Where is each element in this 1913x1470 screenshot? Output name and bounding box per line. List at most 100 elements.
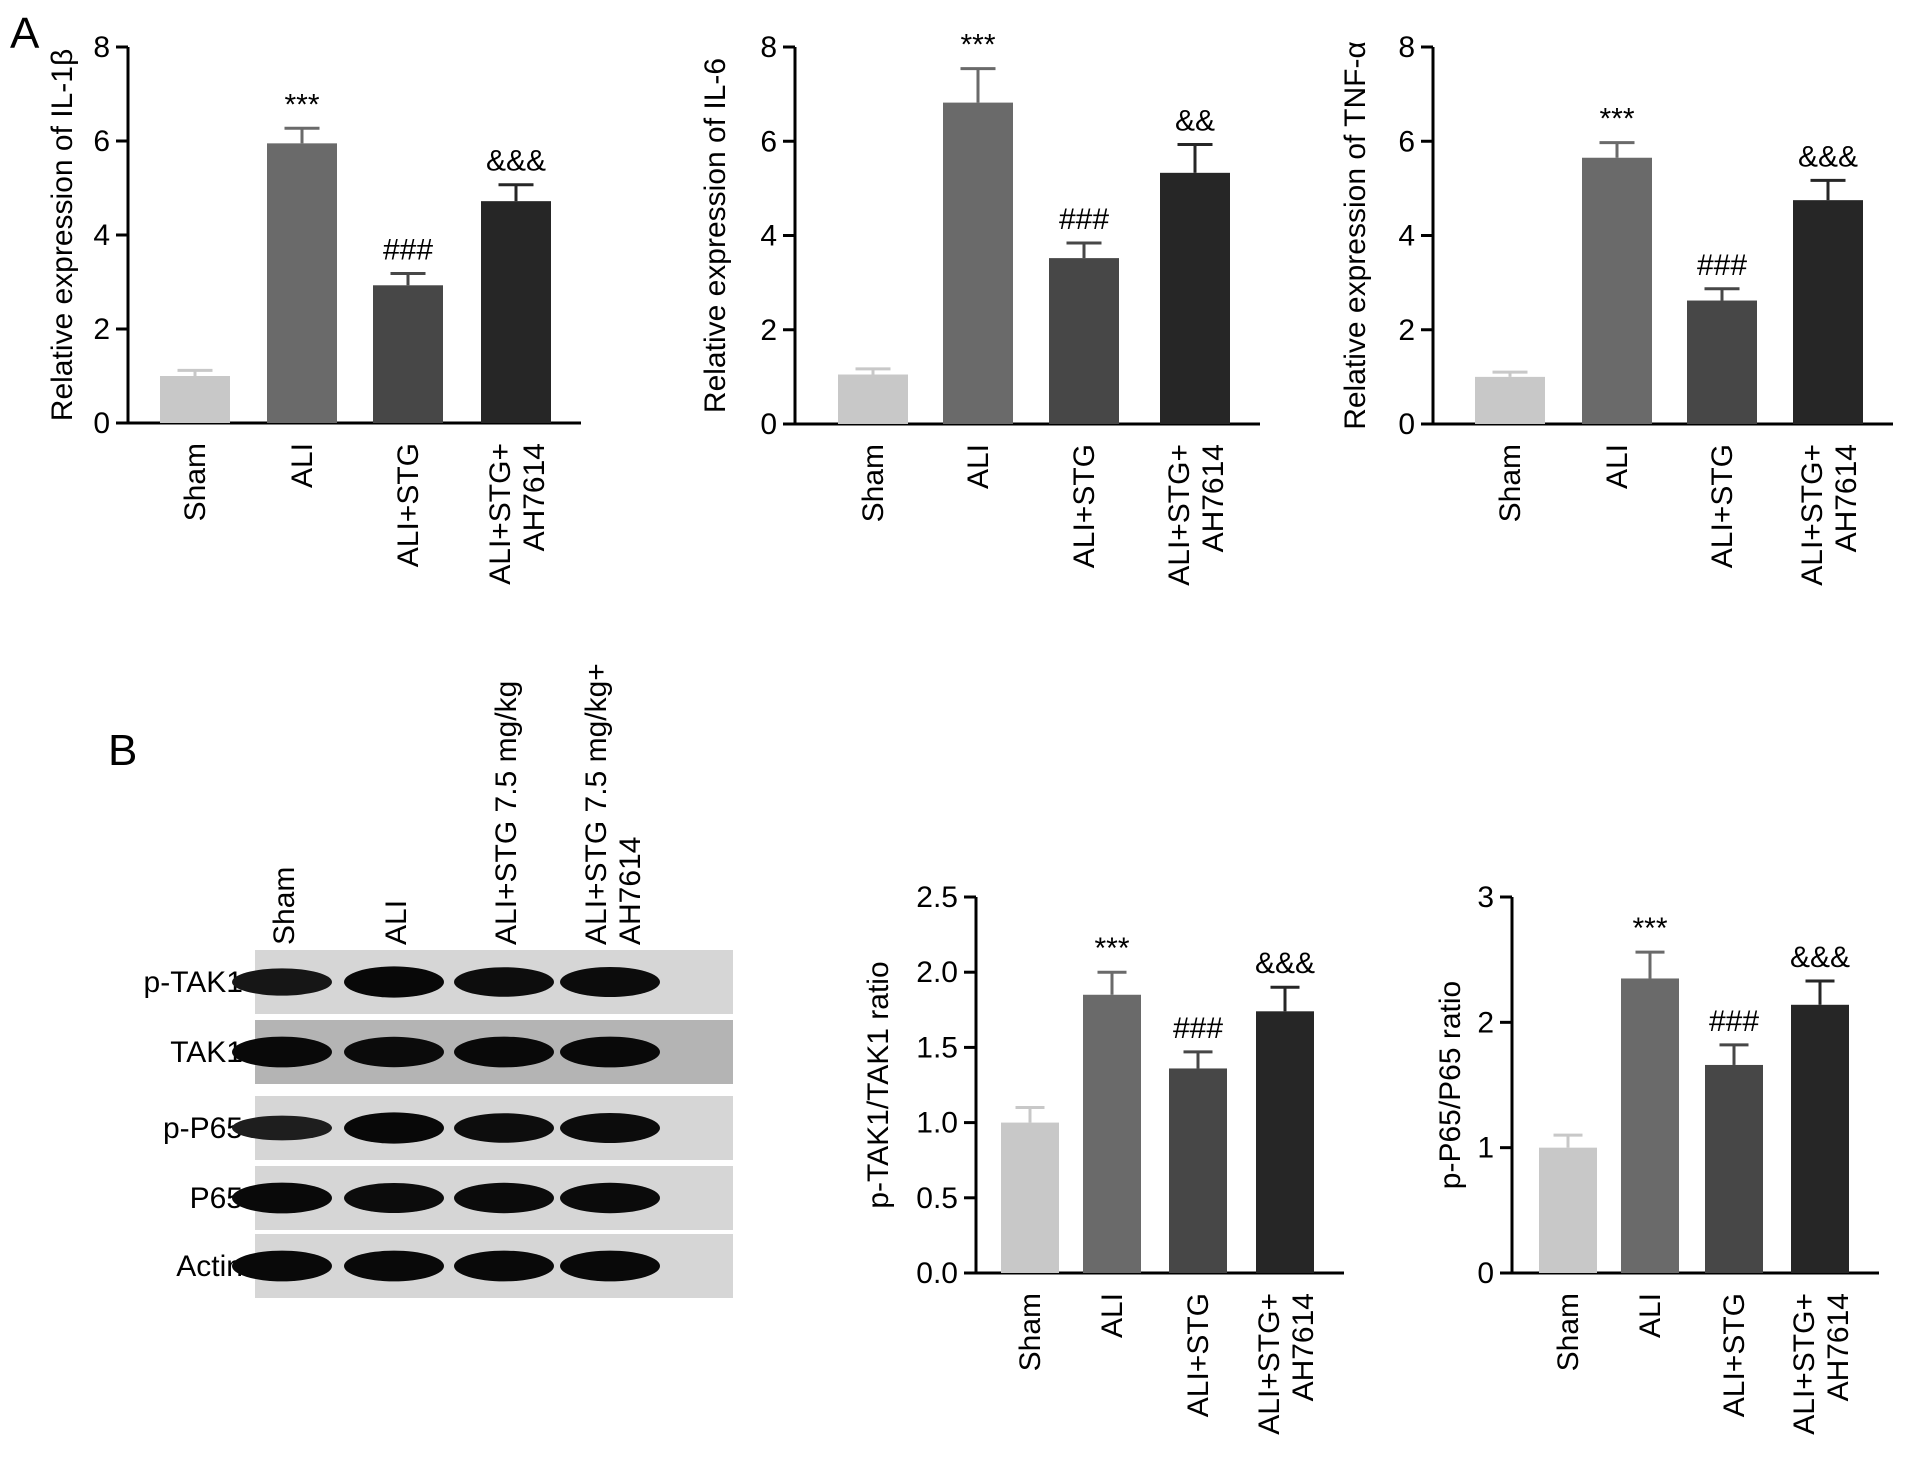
category-label-line: ALI+STG	[392, 443, 425, 567]
significance-label: ***	[1094, 932, 1129, 965]
blot-band	[454, 1113, 554, 1143]
category-label: ALI+STG+AH7614	[484, 443, 551, 585]
category-label-line: ALI	[1601, 444, 1634, 489]
y-tick-label: 6	[760, 125, 777, 158]
bar	[1049, 258, 1119, 424]
significance-label: ###	[1173, 1012, 1223, 1045]
blot-band	[344, 966, 444, 998]
significance-label: ***	[1632, 912, 1667, 945]
y-tick-label: 8	[1398, 31, 1415, 64]
bar	[373, 285, 443, 423]
blot-band	[454, 1036, 554, 1068]
y-tick-label: 4	[93, 219, 110, 252]
blot-band	[560, 1250, 660, 1282]
blot-lane-label: ALI+STG 7.5 mg/kg+AH7614	[580, 663, 647, 945]
chart-il6: 0 2 4 6 8 Relative expression of IL-6 Sham *** A…	[699, 29, 1260, 586]
y-tick-label: 2	[93, 313, 110, 346]
y-tick-label: 8	[93, 31, 110, 64]
category-label: ALI	[286, 443, 319, 488]
significance-label: &&&	[1798, 140, 1858, 173]
bar	[1169, 1068, 1227, 1273]
significance-label: ***	[284, 88, 319, 121]
category-label-line: ALI	[1096, 1293, 1129, 1338]
blot-band	[232, 1182, 332, 1214]
category-label: ALI+STG	[1718, 1293, 1751, 1417]
y-tick-label: 2.0	[916, 956, 958, 989]
significance-label: ***	[1599, 103, 1634, 136]
y-tick-label: 4	[1398, 220, 1415, 253]
blot-band	[344, 1036, 444, 1068]
significance-label: &&&	[1255, 947, 1315, 980]
y-tick-label: 0	[760, 408, 777, 441]
bar	[943, 102, 1013, 425]
blot-lane-label-line: Sham	[268, 867, 301, 945]
blot-band	[560, 1182, 660, 1214]
category-label-line: AH7614	[1822, 1293, 1855, 1401]
category-label: ALI+STG+AH7614	[1163, 444, 1230, 586]
category-label: ALI+STG	[1182, 1293, 1215, 1417]
category-label: ALI+STG	[1706, 444, 1739, 568]
blot-band	[232, 1115, 332, 1141]
category-label-line: Sham	[1014, 1293, 1047, 1371]
blot-band	[560, 966, 660, 998]
category-label-line: ALI+STG	[1068, 444, 1101, 568]
panel-label-a: A	[10, 9, 40, 58]
bar	[1621, 978, 1679, 1273]
category-label-line: ALI+STG	[1706, 444, 1739, 568]
y-tick-label: 3	[1477, 881, 1494, 914]
bar	[1793, 200, 1863, 424]
chart-pp65-ratio: 0 1 2 3 p-P65/P65 ratio Sham *** ALI ### ALI+STG &…	[1434, 881, 1879, 1435]
bar	[1687, 300, 1757, 424]
blot-band	[454, 1182, 554, 1214]
category-label: Sham	[179, 443, 212, 521]
category-label: ALI	[962, 444, 995, 489]
blot-lane-label-line: AH7614	[614, 837, 647, 945]
y-tick-label: 1.0	[916, 1107, 958, 1140]
category-label-line: ALI+STG+	[1253, 1293, 1286, 1435]
y-tick-label: 2.5	[916, 881, 958, 914]
y-axis-title: p-P65/P65 ratio	[1434, 981, 1467, 1189]
category-label-line: ALI	[286, 443, 319, 488]
blot-row-label: TAK1	[170, 1036, 243, 1069]
panel-label-b: B	[108, 726, 137, 775]
category-label-line: AH7614	[1830, 444, 1863, 552]
significance-label: ###	[1059, 203, 1109, 236]
category-label: ALI+STG+AH7614	[1796, 444, 1863, 586]
blot-row-label: p-P65	[163, 1112, 243, 1145]
blot-lane-label: ALI	[380, 900, 413, 945]
significance-label: &&&	[1790, 941, 1850, 974]
significance-label: ***	[960, 29, 995, 62]
blot-lane-label: Sham	[268, 867, 301, 945]
blot-row-label: Actin	[176, 1250, 243, 1283]
bar	[1539, 1147, 1597, 1273]
category-label-line: AH7614	[518, 443, 551, 551]
y-axis-title: Relative expression of TNF-α	[1339, 41, 1372, 430]
significance-label: ###	[1697, 249, 1747, 282]
blot-lane-label-line: ALI	[380, 900, 413, 945]
category-label-line: ALI+STG+	[484, 443, 517, 585]
blot-band	[232, 1250, 332, 1282]
y-tick-label: 1.5	[916, 1031, 958, 1064]
blot-row-label: p-TAK1	[144, 966, 243, 999]
chart-ptak1-ratio: 0.0 0.5 1.0 1.5 2.0 2.5 p-TAK1/TAK1 ratio Sham *…	[862, 881, 1344, 1435]
chart-tnfa: 0 2 4 6 8 Relative expression of TNF-α Sham ***…	[1339, 31, 1893, 586]
category-label: ALI+STG+AH7614	[1788, 1293, 1855, 1435]
category-label-line: Sham	[857, 444, 890, 522]
bar	[1001, 1122, 1059, 1273]
category-label-line: ALI	[962, 444, 995, 489]
category-label: Sham	[1552, 1293, 1585, 1371]
category-label: ALI	[1634, 1293, 1667, 1338]
category-label: ALI	[1096, 1293, 1129, 1338]
category-label: Sham	[857, 444, 890, 522]
bar	[1160, 172, 1230, 424]
category-label-line: ALI	[1634, 1293, 1667, 1338]
y-tick-label: 0.0	[916, 1257, 958, 1290]
y-tick-label: 1	[1477, 1132, 1494, 1165]
blot-band	[344, 1250, 444, 1282]
bar	[1475, 376, 1545, 424]
blot-band	[232, 1036, 332, 1068]
y-tick-label: 4	[760, 220, 777, 253]
category-label: ALI+STG+AH7614	[1253, 1293, 1320, 1435]
y-tick-label: 8	[760, 31, 777, 64]
